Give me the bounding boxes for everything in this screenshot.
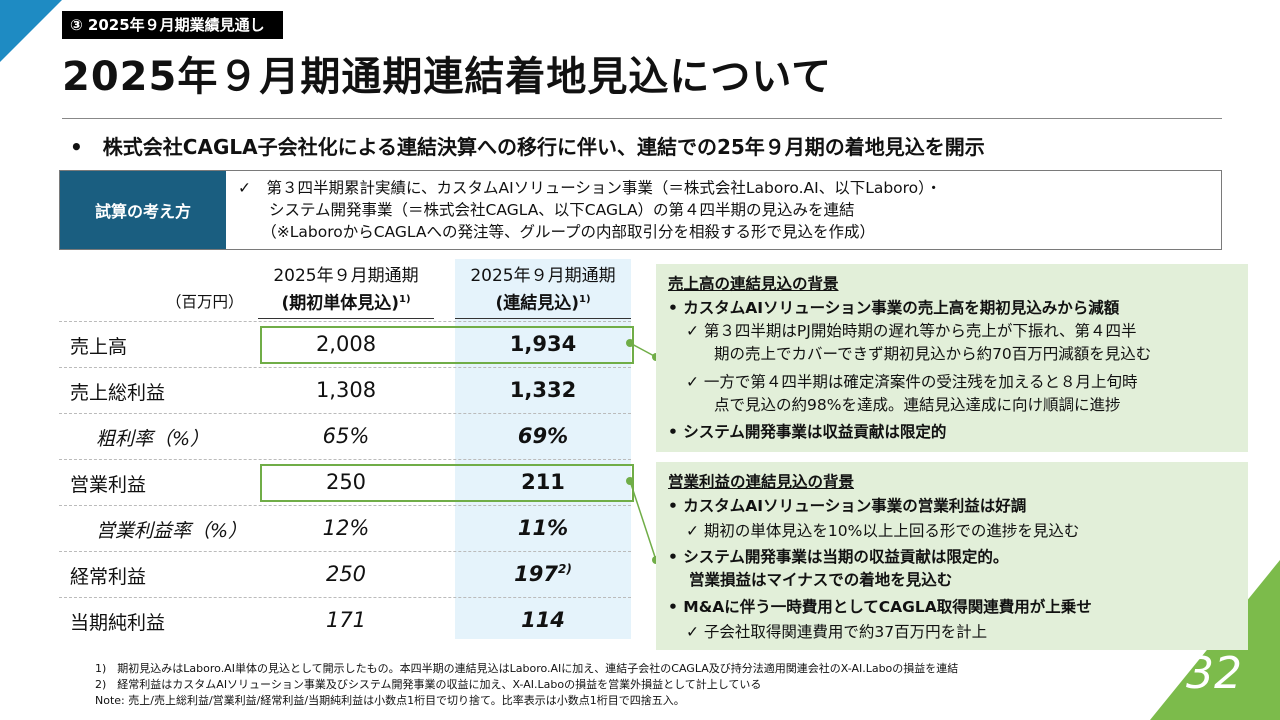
footnote-ref: 2) — [558, 562, 572, 576]
value-operating-margin-consolidated: 11% — [517, 516, 569, 540]
footnote-note: Note: 売上/売上総利益/営業利益/経常利益/当期純利益は小数点1桁目で切り… — [95, 694, 685, 707]
value-net-income-initial: 171 — [325, 608, 367, 632]
callout-operating-profit: 営業利益の連結見込の背景 • カスタムAIソリューション事業の営業利益は好調 ✓… — [656, 462, 1248, 650]
callout-bullet: • M&Aに伴う一時費用としてCAGLA取得関連費用が上乗せ — [668, 598, 1092, 616]
row-label-gross-margin: 粗利率（%） — [96, 428, 210, 450]
title-divider — [62, 118, 1222, 119]
column-header-sub: (連結見込) — [495, 293, 579, 314]
method-line: システム開発事業（＝株式会社CAGLA、以下CAGLA）の第４四半期の見込みを連… — [238, 201, 855, 219]
row-label-ordinary-profit: 経常利益 — [70, 566, 147, 588]
callout-line: 営業損益はマイナスでの着地を見込む — [689, 571, 953, 589]
column-header-line: 2025年９月期通期 — [273, 266, 419, 286]
callout-sales: 売上高の連結見込の背景 • カスタムAIソリューション事業の売上高を期初見込みか… — [656, 264, 1248, 452]
row-label-sales: 売上高 — [70, 336, 128, 358]
callout-heading: 営業利益の連結見込の背景 — [668, 473, 855, 491]
value-operating-profit-consolidated: 211 — [521, 470, 565, 494]
callout-line: 点で見込の約98%を達成。連結見込達成に向け順調に進捗 — [714, 396, 1121, 414]
value-sales-consolidated: 1,934 — [509, 332, 577, 356]
value-ordinary-profit-consolidated: 1972) — [455, 562, 631, 586]
method-text: ✓ 第３四半期累計実績に、カスタムAIソリューション事業（＝株式会社Laboro… — [238, 177, 941, 243]
callout-line: 期の売上でカバーできず期初見込から約70百万円減額を見込む — [714, 345, 1152, 363]
row-label-operating-profit: 営業利益 — [70, 474, 147, 496]
highlight-box-operating-profit — [260, 464, 634, 502]
row-label-operating-margin: 営業利益率（%） — [96, 520, 248, 542]
value-gross-margin-consolidated: 69% — [517, 424, 569, 448]
value-gross-profit-initial: 1,308 — [315, 378, 377, 402]
column-header-consolidated: 2025年９月期通期 (連結見込)1) — [455, 264, 631, 316]
highlight-box-sales — [260, 326, 634, 364]
column-header-initial: 2025年９月期通期 (期初単体見込)1) — [258, 264, 434, 316]
column-header-line: 2025年９月期通期 — [470, 266, 616, 286]
value-ordinary-profit-initial: 250 — [325, 562, 367, 586]
method-line: ✓ 第３四半期累計実績に、カスタムAIソリューション事業（＝株式会社Laboro… — [238, 179, 942, 197]
value-text: 197 — [514, 562, 558, 586]
main-bullet: • 株式会社CAGLA子会社化による連結決算への移行に伴い、連結での25年９月期… — [70, 135, 985, 159]
callout-heading: 売上高の連結見込の背景 — [668, 275, 839, 293]
unit-label: （百万円） — [166, 293, 244, 311]
consolidated-column-highlight — [455, 259, 631, 639]
column-header-sub: (期初単体見込) — [281, 293, 399, 314]
row-separator — [59, 505, 631, 506]
method-label: 試算の考え方 — [60, 171, 226, 249]
callout-check-line: ✓ 子会社取得関連費用で約37百万円を計上 — [686, 623, 988, 641]
callout-check-line: ✓ 第３四半期はPJ開始時期の遅れ等から売上が下振れ、第４四半 — [686, 322, 1137, 340]
row-separator — [59, 321, 631, 322]
value-sales-initial: 2,008 — [315, 332, 377, 356]
method-line: （※LaboroからCAGLAへの発注等、グループの内部取引分を相殺する形で見込… — [238, 223, 876, 241]
callout-bullet: • カスタムAIソリューション事業の営業利益は好調 — [668, 497, 1027, 515]
value-operating-margin-initial: 12% — [322, 516, 370, 540]
row-separator — [59, 597, 631, 598]
callout-bullet: • カスタムAIソリューション事業の売上高を期初見込みから減額 — [668, 299, 1120, 317]
row-label-net-income: 当期純利益 — [70, 612, 166, 634]
value-gross-margin-initial: 65% — [322, 424, 370, 448]
corner-decoration-top-left — [0, 0, 62, 62]
method-box: 試算の考え方 ✓ 第３四半期累計実績に、カスタムAIソリューション事業（＝株式会… — [59, 170, 1222, 250]
callout-bullet: • システム開発事業は当期の収益貢献は限定的。 — [668, 548, 1009, 566]
row-separator — [59, 551, 631, 552]
value-net-income-consolidated: 114 — [521, 608, 565, 632]
footnote: 2) 経常利益はカスタムAIソリューション事業及びシステム開発事業の収益に加え、… — [95, 678, 762, 691]
value-operating-profit-initial: 250 — [325, 470, 367, 494]
callout-bullet: • システム開発事業は収益貢献は限定的 — [668, 423, 947, 441]
callout-check-line: ✓ 一方で第４四半期は確定済案件の受注残を加えると８月上旬時 — [686, 373, 1138, 391]
section-tag: ③ 2025年９月期業績見通し — [62, 11, 283, 39]
column-header-underline — [455, 318, 631, 319]
page-title: 2025年９月期通期連結着地見込について — [62, 54, 833, 100]
row-label-gross-profit: 売上総利益 — [70, 382, 166, 404]
column-header-underline — [258, 318, 434, 319]
row-separator — [59, 413, 631, 414]
page-number: 32 — [1186, 648, 1242, 699]
footnote: 1) 期初見込みはLaboro.AI単体の見込として開示したもの。本四半期の連結… — [95, 662, 959, 675]
callout-check-line: ✓ 期初の単体見込を10%以上上回る形での進捗を見込む — [686, 522, 1080, 540]
row-separator — [59, 367, 631, 368]
row-separator — [59, 459, 631, 460]
footnote-ref: 1) — [579, 294, 591, 305]
footnote-ref: 1) — [399, 294, 411, 305]
value-gross-profit-consolidated: 1,332 — [509, 378, 577, 402]
